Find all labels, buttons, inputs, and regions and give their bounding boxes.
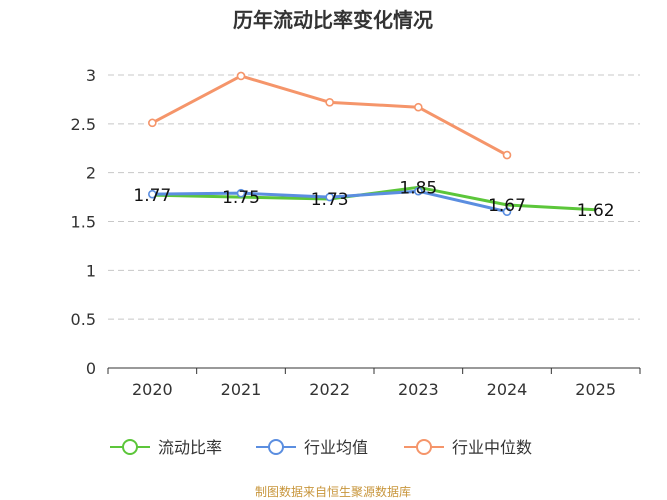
legend-label: 行业中位数 <box>452 438 532 457</box>
y-tick-label: 0 <box>86 359 96 378</box>
series-point-2 <box>236 188 246 198</box>
series-line-1 <box>152 185 596 212</box>
data-label: 1.77 <box>133 186 171 206</box>
series-point-3 <box>414 102 423 112</box>
chart-title: 历年流动比率变化情况 <box>233 8 433 32</box>
series-point-2 <box>414 186 423 196</box>
legend-item-3[interactable]: 行业中位数 <box>404 438 532 457</box>
series-point-2 <box>502 207 512 217</box>
y-tick-label: 0.5 <box>71 310 96 329</box>
source-note: 制图数据来自恒生聚源数据库 <box>255 484 411 499</box>
legend-item-1[interactable]: 流动比率 <box>110 438 222 457</box>
legend[interactable]: 流动比率 行业均值 行业中位数 <box>110 438 532 457</box>
x-tick-label: 2025 <box>575 380 616 399</box>
y-tick-label: 1.5 <box>71 213 96 232</box>
series-point-3 <box>148 118 157 128</box>
data-labels: 1.77 1.75 1.73 1.85 1.67 1.62 <box>133 178 614 220</box>
x-tick-label: 2020 <box>132 380 173 399</box>
series-layer <box>148 71 596 217</box>
data-label: 1.62 <box>577 201 615 221</box>
series-point-2 <box>148 189 157 199</box>
x-tick-label: 2021 <box>221 380 262 399</box>
legend-swatch-marker <box>416 439 432 455</box>
x-tick-label: 2022 <box>309 380 350 399</box>
y-tick-label: 1 <box>86 261 96 280</box>
data-label: 1.73 <box>311 190 349 210</box>
data-label: 1.75 <box>222 188 260 208</box>
legend-item-2[interactable]: 行业均值 <box>256 438 368 457</box>
y-tick-label: 3 <box>86 66 96 85</box>
y-tick-label: 2 <box>86 164 96 183</box>
legend-swatch-marker <box>268 439 284 455</box>
legend-label: 流动比率 <box>158 438 222 457</box>
data-label: 1.85 <box>399 178 437 198</box>
x-tick-label: 2024 <box>487 380 528 399</box>
x-tick-label: 2023 <box>398 380 439 399</box>
series-point-2 <box>325 192 334 202</box>
series-point-3 <box>325 98 334 107</box>
series-line-3 <box>151 74 508 157</box>
y-tick-label: 2.5 <box>71 115 96 134</box>
axes: 0 0.5 1 1.5 2 2.5 3 2020 2021 2022 2023 2024 2025 <box>71 66 641 399</box>
legend-label: 行业均值 <box>304 438 368 457</box>
series-point-3 <box>236 71 246 81</box>
series-point-3 <box>502 150 512 160</box>
data-label: 1.67 <box>488 196 526 216</box>
legend-swatch-marker <box>122 439 138 455</box>
grid-lines <box>108 74 640 320</box>
